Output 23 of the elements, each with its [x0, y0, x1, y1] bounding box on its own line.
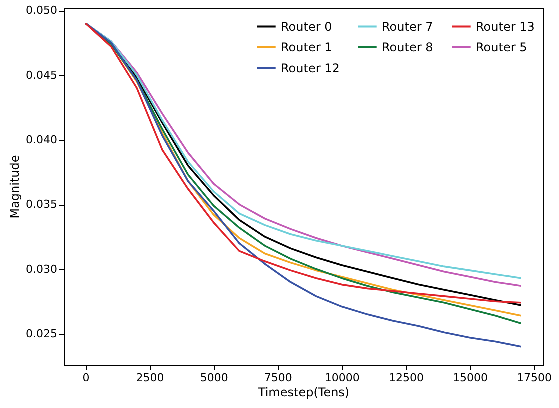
- y-tick-label: 0.040: [26, 133, 58, 146]
- legend-label: Router 12: [281, 62, 340, 76]
- x-tick-label: 7500: [264, 372, 292, 384]
- y-tick-label: 0.045: [26, 68, 58, 82]
- legend-label: Router 0: [281, 20, 332, 34]
- y-tick-label: 0.025: [26, 327, 58, 340]
- x-tick-label: 0: [82, 372, 90, 384]
- x-tick-label: 10000: [324, 372, 360, 384]
- y-tick-label: 0.050: [26, 4, 58, 18]
- legend-label: Router 5: [476, 40, 528, 54]
- y-tick-label: 0.035: [26, 198, 58, 212]
- legend-label: Router 13: [476, 20, 535, 34]
- x-tick-label: 2500: [136, 372, 164, 384]
- legend-label: Router 1: [281, 40, 332, 54]
- x-axis-title: Timestep(Tens): [257, 386, 350, 400]
- x-tick-label: 12500: [388, 372, 424, 384]
- x-tick-label: 15000: [452, 372, 488, 384]
- y-tick-label: 0.030: [26, 262, 58, 276]
- x-tick-label: 5000: [200, 372, 228, 384]
- x-tick-label: 17500: [517, 372, 552, 384]
- y-axis-title: Magnitude: [8, 155, 22, 219]
- legend-label: Router 7: [382, 20, 434, 34]
- legend-label: Router 8: [382, 40, 434, 54]
